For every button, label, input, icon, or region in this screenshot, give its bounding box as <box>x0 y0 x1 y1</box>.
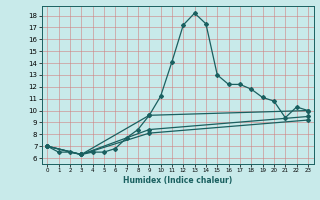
X-axis label: Humidex (Indice chaleur): Humidex (Indice chaleur) <box>123 176 232 185</box>
